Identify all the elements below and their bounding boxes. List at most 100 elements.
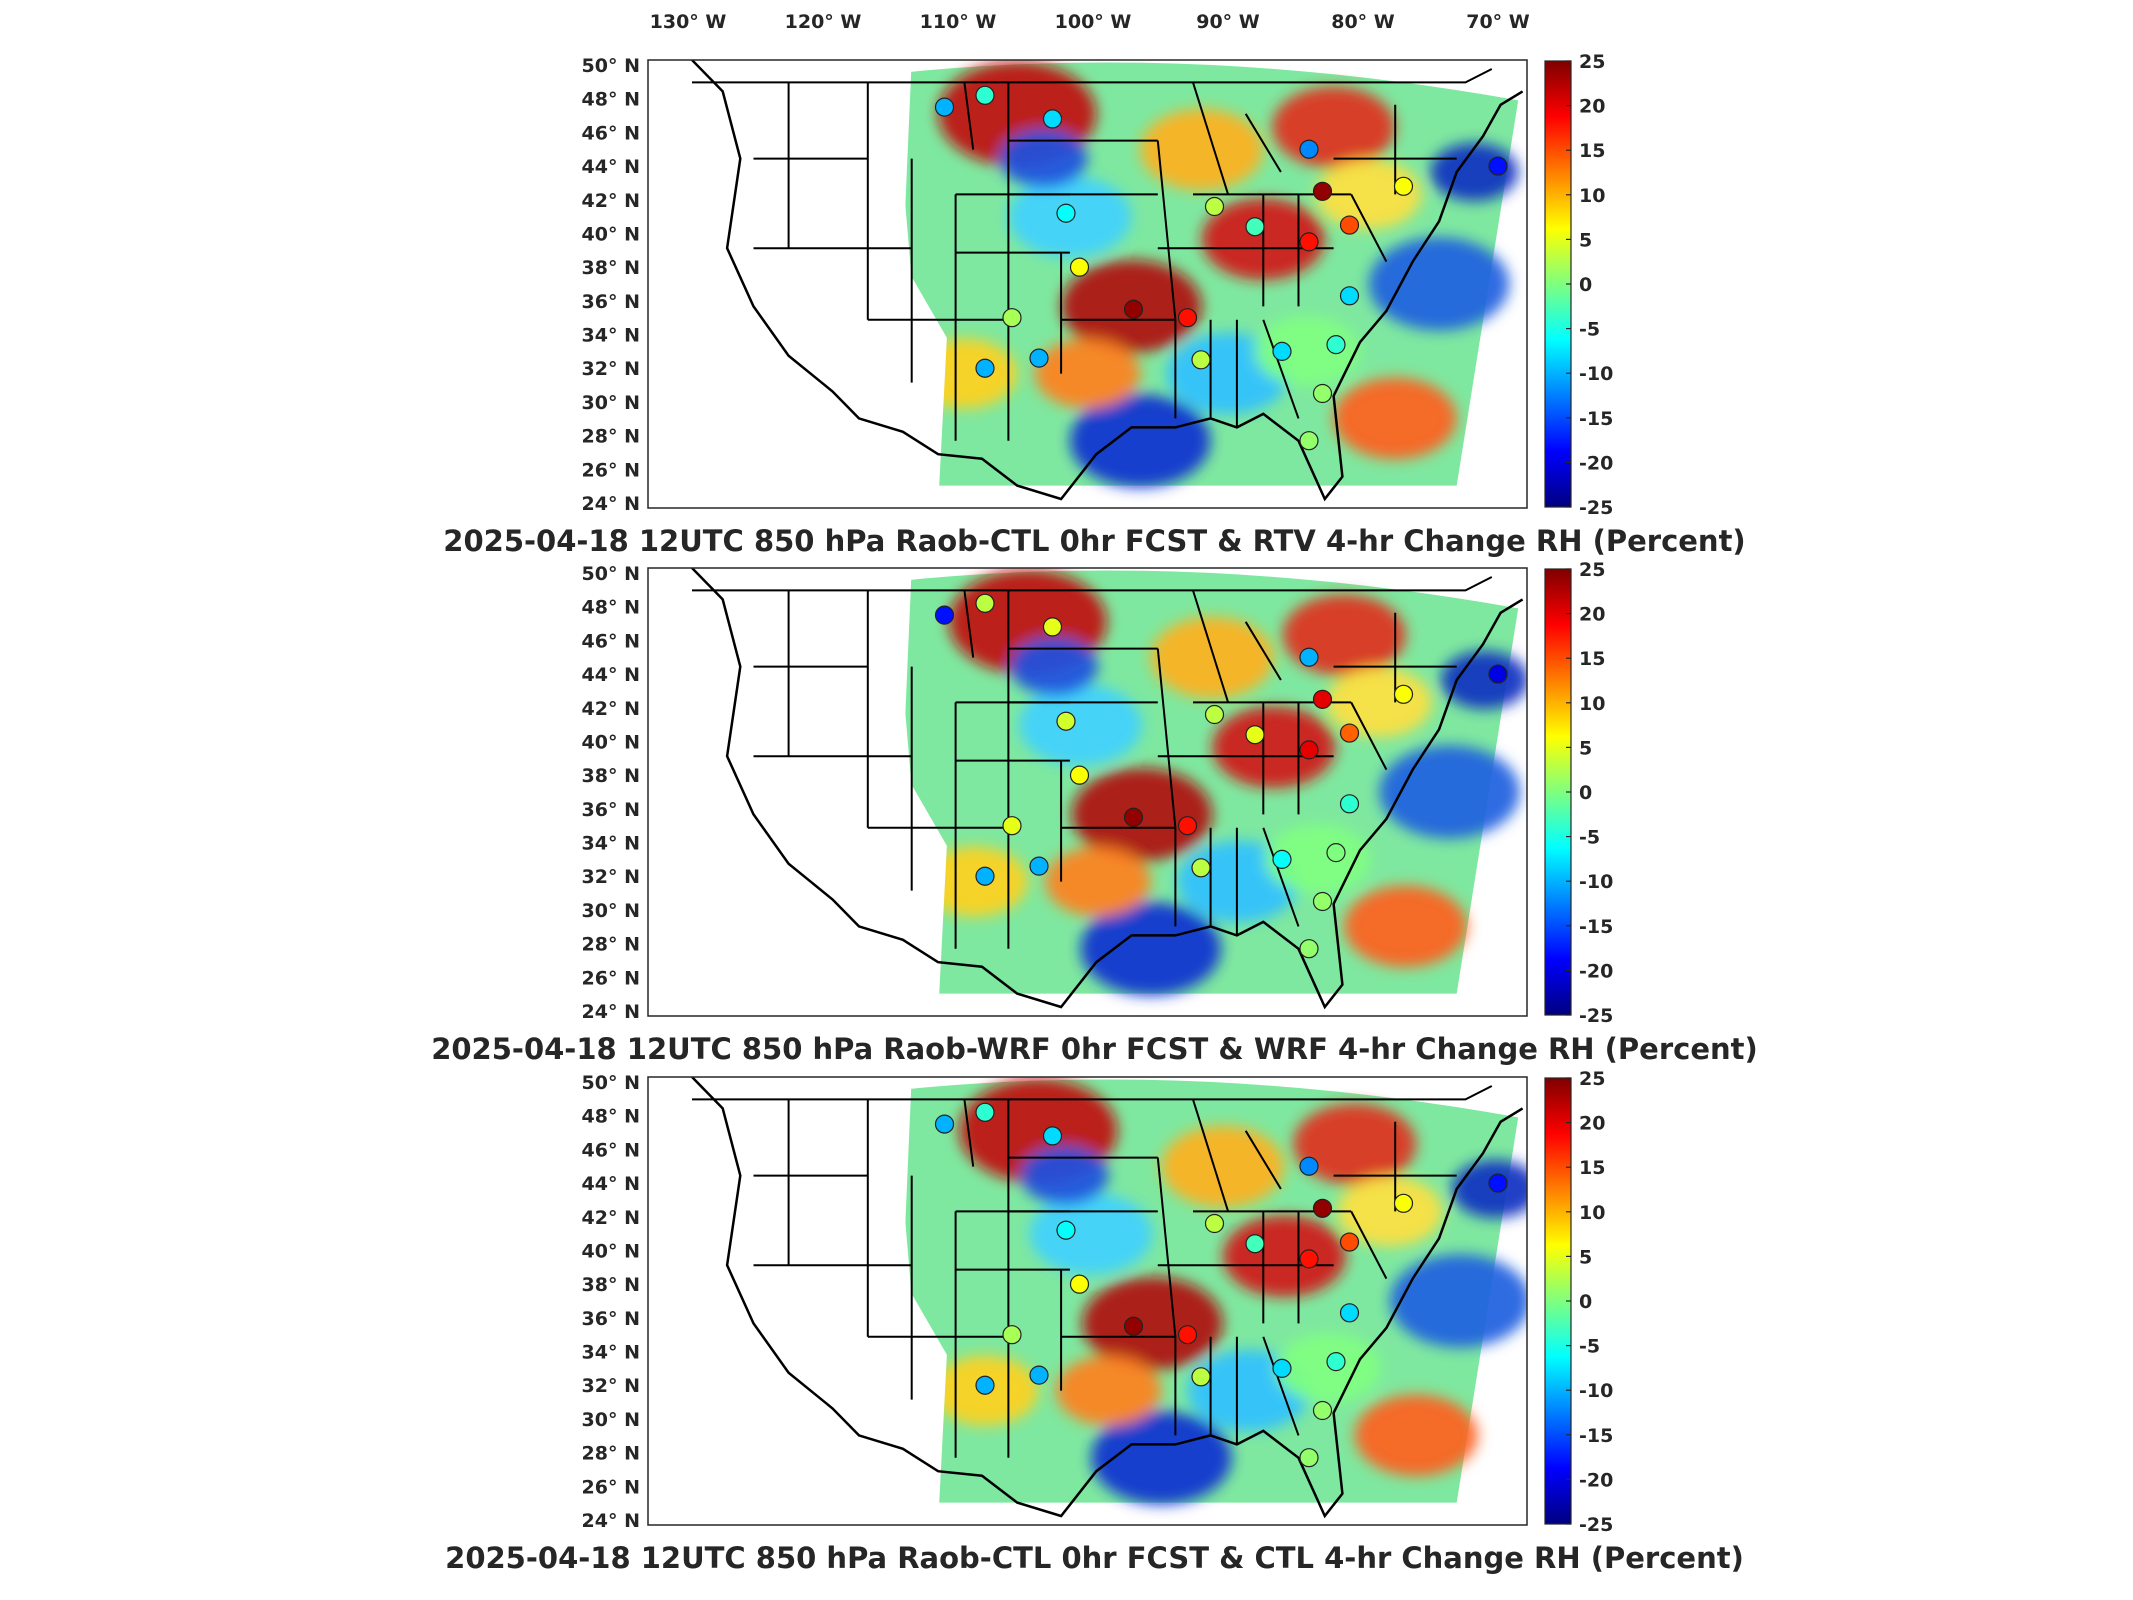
lat-tick-label: 42° N: [582, 190, 640, 212]
raob-station-marker: [1042, 617, 1063, 637]
colorbar-tick-label: -10: [1579, 363, 1613, 385]
lat-tick-label: 30° N: [582, 392, 640, 414]
lat-tick-label: 50° N: [582, 563, 640, 585]
lon-tick-label: 70° W: [1466, 11, 1530, 33]
colorbar-tick-label: 25: [1579, 1068, 1605, 1090]
raob-station-marker: [1488, 1173, 1508, 1193]
colorbar-tick-label: 5: [1579, 229, 1592, 251]
raob-station-marker: [1339, 794, 1360, 814]
raob-station-marker: [1299, 431, 1319, 451]
state-line: [963, 590, 975, 658]
lat-tick-label: 48° N: [582, 1106, 640, 1128]
raob-station-marker: [1177, 816, 1198, 836]
map-panel-3: 50° N 48° N 46° N 44° N 42° N 40° N 38° N 36° N…: [445, 1068, 1744, 1575]
lat-tick-label: 34° N: [582, 325, 640, 347]
raob-station-marker: [1042, 1126, 1063, 1146]
lat-tick-label: 44° N: [582, 156, 640, 178]
colorbar-tick-label: -5: [1579, 827, 1600, 849]
lat-tick-label: 24° N: [582, 493, 640, 515]
state-line: [1350, 193, 1388, 263]
raob-station-marker: [1123, 807, 1144, 827]
raob-station-marker: [1326, 335, 1346, 355]
raob-station-marker: [1488, 156, 1508, 176]
state-boundaries: [691, 1077, 1524, 1519]
lat-tick-label: 48° N: [582, 597, 640, 619]
lat-tick-label: 50° N: [582, 1072, 640, 1094]
raob-station-marker: [1299, 647, 1319, 667]
raob-station-marker: [1272, 1358, 1292, 1378]
state-line: [963, 1099, 975, 1167]
colorbar-tick-label: -25: [1579, 1005, 1613, 1027]
colorbar-tick-label: 15: [1579, 1157, 1605, 1179]
colorbar-tick-label: -25: [1579, 497, 1613, 519]
colorbar-tick-label: -5: [1579, 319, 1600, 341]
lon-tick-label: 90° W: [1196, 11, 1260, 33]
colorbar-tick-label: -5: [1579, 1336, 1600, 1358]
lat-tick-label: 28° N: [582, 426, 640, 448]
raob-station-marker: [1204, 196, 1225, 217]
raob-station-marker: [1042, 109, 1063, 129]
raob-station-marker: [1299, 1448, 1319, 1468]
raob-station-marker: [1312, 181, 1333, 201]
raob-station-marker: [1191, 1367, 1211, 1387]
raob-station-marker: [1191, 350, 1211, 370]
lat-tick-label: 34° N: [582, 833, 640, 855]
colorbar-tick-label: 0: [1579, 274, 1592, 296]
colorbar-tick-label: 25: [1579, 559, 1605, 581]
raob-station-marker: [975, 593, 995, 613]
lat-tick-label: 28° N: [582, 934, 640, 956]
colorbar-tick-label: 15: [1579, 140, 1605, 162]
lat-tick-label: 42° N: [582, 698, 640, 720]
state-line: [1192, 1099, 1230, 1212]
raob-station-marker: [1069, 257, 1090, 277]
lat-tick-label: 48° N: [582, 89, 640, 111]
state-line: [1244, 113, 1282, 173]
lat-tick-label: 40° N: [582, 223, 640, 245]
lat-tick-label: 26° N: [582, 1476, 640, 1498]
colorbar-tick-label: 20: [1579, 604, 1605, 626]
raob-station-marker: [975, 85, 995, 105]
state-line: [1244, 1130, 1282, 1190]
lat-tick-label: 46° N: [582, 1139, 640, 1161]
raob-station-marker: [1245, 1234, 1265, 1254]
lat-tick-label: 30° N: [582, 900, 640, 922]
lat-tick-label: 26° N: [582, 459, 640, 481]
raob-station-marker: [1002, 308, 1022, 328]
raob-station-marker: [1339, 1303, 1360, 1323]
raob-station-marker: [1326, 1352, 1346, 1372]
raob-station-marker: [975, 1102, 995, 1122]
raob-station-marker: [1204, 704, 1225, 725]
raob-station-marker: [1299, 139, 1319, 159]
map-panel-1: 50° N 48° N 46° N 44° N 42° N 40° N 38° N 36° N…: [443, 51, 1745, 558]
colorbar-tick-label: 15: [1579, 648, 1605, 670]
lat-tick-label: 26° N: [582, 967, 640, 989]
raob-station-marker: [1299, 232, 1319, 252]
colorbar-tick-label: -10: [1579, 871, 1613, 893]
lat-tick-label: 32° N: [582, 1375, 640, 1397]
raob-station-marker: [1191, 858, 1211, 878]
raob-station-marker: [1069, 1274, 1090, 1294]
colorbar-tick-label: 10: [1579, 1202, 1605, 1224]
raob-station-marker: [1056, 203, 1076, 223]
northern-border: [692, 1085, 1493, 1101]
longitude-axis: 130° W 120° W 110° W 100° W 90° W 80° W 70° W: [650, 11, 1530, 33]
lat-tick-label: 30° N: [582, 1409, 640, 1431]
lat-tick-label: 24° N: [582, 1001, 640, 1023]
lat-tick-label: 44° N: [582, 664, 640, 686]
axes-frame: [647, 1076, 1528, 1526]
raob-station-marker: [1069, 765, 1090, 785]
raob-station-marker: [1393, 176, 1414, 196]
state-line: [1192, 590, 1230, 703]
lat-tick-label: 40° N: [582, 731, 640, 753]
colorbar-tick-label: -10: [1579, 1380, 1613, 1402]
raob-station-marker: [1177, 308, 1198, 328]
state-boundaries: [691, 60, 1524, 502]
raob-station-marker: [1312, 1400, 1333, 1421]
raob-station-marker: [1245, 725, 1265, 745]
raob-station-marker: [1312, 1198, 1333, 1218]
raob-station-marker: [1393, 1193, 1414, 1213]
lat-tick-label: 36° N: [582, 1308, 640, 1330]
raob-station-marker: [1002, 816, 1022, 836]
state-line: [1262, 1336, 1300, 1436]
